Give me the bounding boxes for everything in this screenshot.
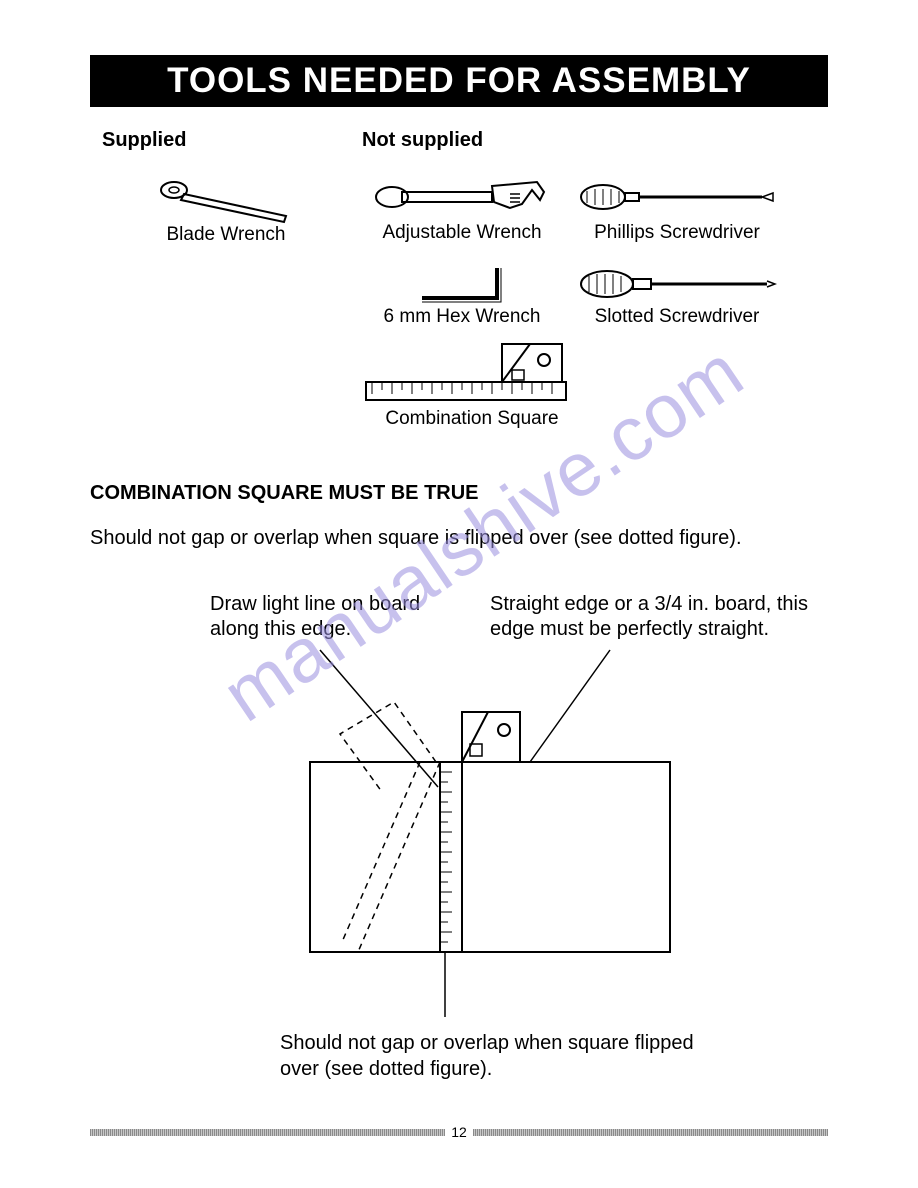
not-supplied-heading: Not supplied [362, 129, 828, 152]
tool-adjustable-wrench: Adjustable Wrench [362, 172, 562, 244]
figure-area: Draw light line on board along this edge… [90, 592, 828, 1072]
section-subheading: COMBINATION SQUARE MUST BE TRUE [90, 482, 828, 505]
figure-svg [90, 592, 830, 1022]
page-number: 12 [445, 1124, 473, 1140]
tool-phillips-screwdriver: Phillips Screwdriver [572, 172, 782, 244]
tool-label: Slotted Screwdriver [572, 306, 782, 328]
slotted-screwdriver-icon [572, 262, 782, 306]
supplied-column: Supplied Blade Wrench [90, 129, 350, 430]
tool-label: 6 mm Hex Wrench [362, 306, 562, 328]
tool-row-1: Adjustable Wrench Phillips Screwdriver [362, 172, 828, 244]
callout-bottom: Should not gap or overlap when square fl… [280, 1030, 700, 1082]
tool-label: Phillips Screwdriver [572, 222, 782, 244]
tool-row-2: 6 mm Hex Wrench Slotted Screwdriver [362, 262, 828, 328]
supplied-heading: Supplied [102, 129, 350, 152]
phillips-screwdriver-icon [572, 172, 782, 222]
hex-wrench-icon [362, 262, 562, 306]
tool-slotted-screwdriver: Slotted Screwdriver [572, 262, 782, 328]
tool-label: Adjustable Wrench [362, 222, 562, 244]
page-banner: TOOLS NEEDED FOR ASSEMBLY [90, 55, 828, 107]
tool-label: Blade Wrench [102, 224, 350, 246]
tool-label: Combination Square [362, 408, 582, 430]
tool-combination-square: Combination Square [362, 336, 582, 430]
footer-bar-right [473, 1129, 828, 1136]
tool-hex-wrench: 6 mm Hex Wrench [362, 262, 562, 328]
not-supplied-column: Not supplied Adjustable Wrench [362, 129, 828, 430]
tool-blade-wrench: Blade Wrench [102, 176, 350, 246]
body-text: Should not gap or overlap when square is… [90, 527, 828, 550]
footer-bar-left [90, 1129, 445, 1136]
combination-square-icon [362, 336, 582, 408]
adjustable-wrench-icon [362, 172, 562, 222]
tools-section: Supplied Blade Wrench Not supplied [90, 129, 828, 430]
blade-wrench-icon [102, 176, 350, 224]
page-footer: 12 [90, 1124, 828, 1140]
